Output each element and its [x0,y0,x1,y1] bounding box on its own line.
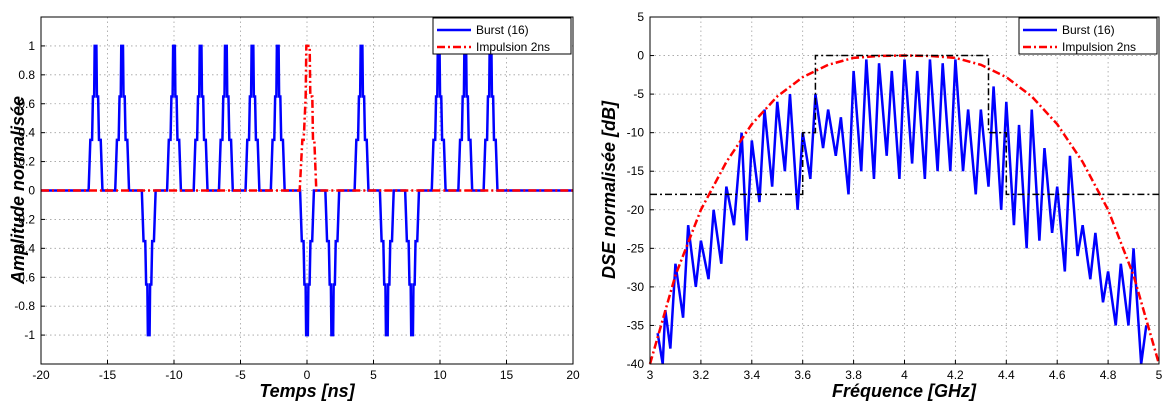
right-y-tick-label: -5 [633,87,644,101]
left-x-tick-label: 15 [500,368,514,382]
left-legend-impulse-label: Impulsion 2ns [476,40,550,54]
left-x-tick-label: -15 [99,368,117,382]
left-y-axis-label: Amplitude normalisée [8,96,28,285]
left-y-tick-label: -0.2 [14,212,35,226]
right-y-tick-label: -40 [627,357,645,371]
left-y-tick-label: -1 [24,328,35,342]
right-y-tick-label: -15 [627,164,645,178]
right-x-tick-label: 3.8 [845,368,862,382]
left-y-tick-label: -0.6 [14,270,35,284]
left-y-tick-label: 0.6 [18,97,35,111]
left-x-tick-label: -10 [165,368,183,382]
left-y-tick-label: -0.4 [14,241,35,255]
right-y-tick-label: -10 [627,126,645,140]
left-legend-burst-label: Burst (16) [476,23,529,37]
left-plot-frame [40,16,574,365]
right-x-tick-label: 4.6 [1049,368,1066,382]
right-y-tick-label: -20 [627,203,645,217]
right-x-tick-label: 4 [901,368,908,382]
right-legend: Burst (16) Impulsion 2ns [1018,17,1158,55]
left-x-tick-label: -20 [32,368,50,382]
right-x-axis-label: Fréquence [GHz] [832,381,977,401]
left-chart: -1 -0.8 -0.6 -0.4 -0.2 0 0.2 0.4 0.6 0.8 1 -20 -15 -… [8,16,580,401]
right-y-axis-label: DSE normalisée [dB] [599,100,619,279]
right-series-burst-16-line [656,59,1148,365]
right-x-tick-label: 3.2 [693,368,710,382]
right-x-tick-label: 3 [647,368,654,382]
left-legend: Burst (16) Impulsion 2ns [432,17,572,55]
right-x-tick-label: 4.4 [998,368,1015,382]
left-x-axis-label: Temps [ns] [259,381,355,401]
left-x-tick-label: 20 [566,368,580,382]
right-legend-burst-label: Burst (16) [1062,23,1115,37]
right-y-tick-label: -30 [627,280,645,294]
left-y-tick-label: 0.2 [18,155,35,169]
left-y-tick-label: -0.8 [14,299,35,313]
right-series-mask-line [650,54,1159,196]
right-plot-frame [649,16,1160,365]
left-y-tick-label: 1 [28,39,35,53]
left-x-tick-label: 0 [304,368,311,382]
right-chart: -40 -35 -30 -25 -20 -15 -10 -5 0 5 3 3.2 3.4 3.6 3.8 4… [599,10,1163,401]
right-x-tick-label: 3.4 [743,368,760,382]
left-y-tick-label: 0 [28,184,35,198]
left-x-tick-label: -5 [235,368,246,382]
right-x-tick-label: 5 [1156,368,1163,382]
left-y-tick-label: 0.8 [18,68,35,82]
right-y-tick-label: 5 [637,10,644,24]
right-y-tick-label: 0 [637,49,644,63]
right-y-tick-label: -25 [627,241,645,255]
left-series-impulsion-2ns-line [41,44,573,192]
right-y-tick-label: -35 [627,318,645,332]
right-x-tick-label: 4.2 [947,368,964,382]
left-x-tick-label: 10 [433,368,447,382]
right-x-tick-label: 4.8 [1100,368,1117,382]
right-legend-impulse-label: Impulsion 2ns [1062,40,1136,54]
right-x-tick-label: 3.6 [794,368,811,382]
left-x-tick-label: 5 [370,368,377,382]
left-y-tick-label: 0.4 [18,126,35,140]
